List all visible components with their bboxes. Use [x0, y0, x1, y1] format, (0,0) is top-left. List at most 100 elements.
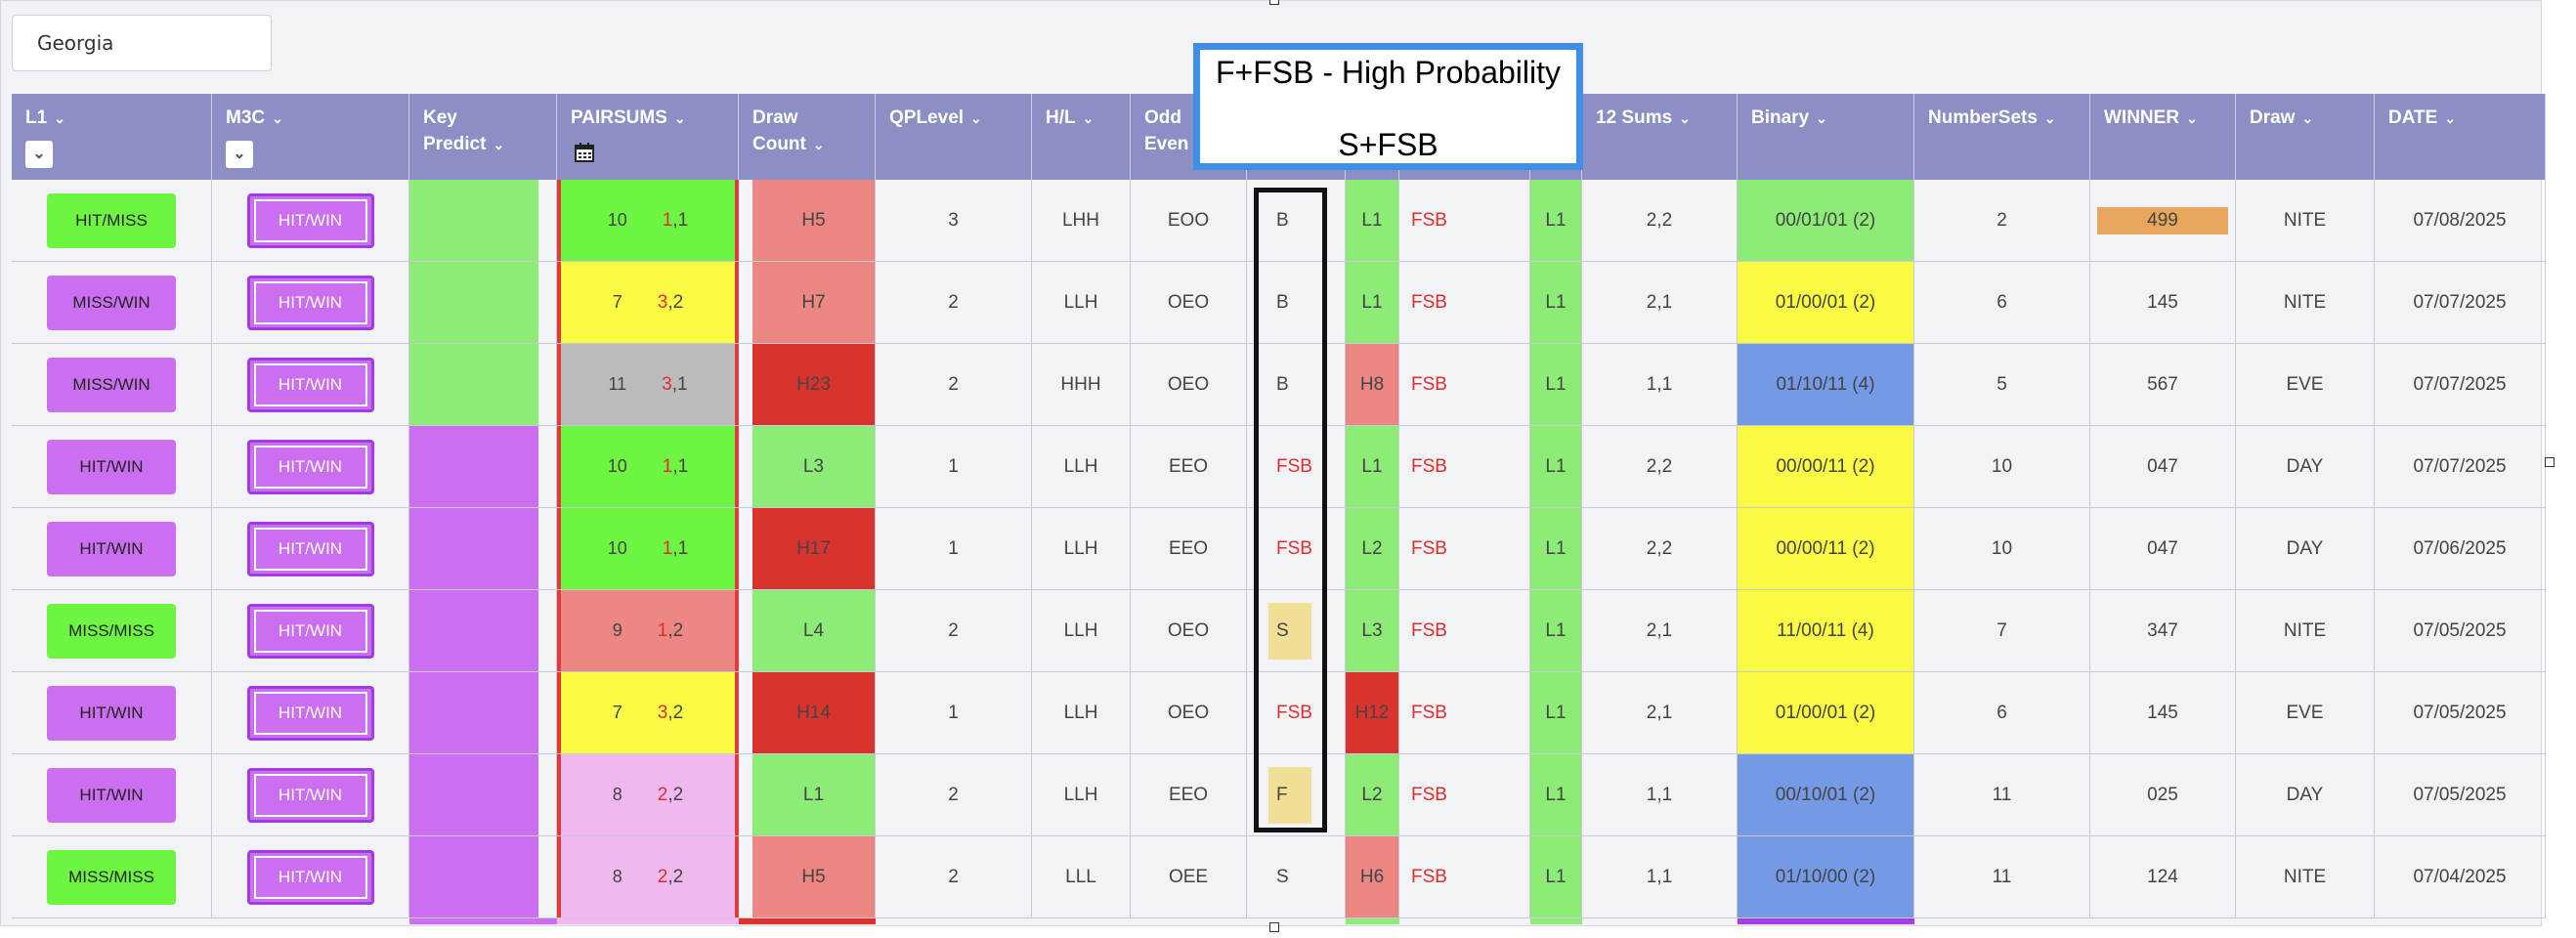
l1-cell: HIT/WIN [12, 672, 212, 753]
filter-toggle-icon[interactable]: ⌄ [25, 141, 53, 168]
qplevel-value: 2 [948, 866, 959, 887]
column-header-label: NumberSets [1928, 107, 2038, 128]
m3c-status-button[interactable]: HIT/WIN [246, 275, 374, 330]
column-header-sublabel: Count [752, 134, 806, 154]
draw-cell: EVE [2236, 672, 2375, 753]
column-header-draw[interactable]: Draw ⌄ [2236, 94, 2375, 180]
m3c-status-button[interactable]: HIT/WIN [246, 439, 374, 494]
filter-toggle-icon[interactable]: ⌄ [226, 141, 253, 168]
winner-value: 567 [2147, 373, 2178, 395]
date-cell: 07/08/2025 [2375, 180, 2546, 261]
m3c-status-button[interactable]: HIT/WIN [246, 192, 374, 248]
m3c-status-button[interactable]: HIT/WIN [246, 521, 374, 576]
m3c-status-button[interactable]: HIT/WIN [246, 849, 374, 905]
hl-cell: LLH [1032, 590, 1131, 671]
column-header-sums12[interactable]: 12 Sums ⌄ [1582, 94, 1738, 180]
chevron-down-icon[interactable]: ⌄ [2444, 110, 2457, 126]
pairsum-b: 2 [672, 702, 684, 723]
winner-cell: 025 [2090, 754, 2236, 835]
draw-value: DAY [2286, 784, 2324, 805]
level2-value: L1 [1530, 262, 1581, 343]
resize-handle-top[interactable] [1269, 0, 1279, 5]
date-cell: 07/05/2025 [2375, 590, 2546, 671]
column-header-numbersets[interactable]: NumberSets ⌄ [1914, 94, 2090, 180]
key-predict-cell [409, 836, 557, 917]
numbersets-value: 7 [1996, 619, 2007, 641]
odd-even-value: OEO [1167, 619, 1210, 641]
chevron-down-icon[interactable]: ⌄ [54, 110, 65, 126]
pattern-cell: S [1247, 836, 1346, 917]
qplevel-cell: 1 [876, 426, 1032, 507]
m3c-status-label: HIT/WIN [253, 609, 367, 653]
hl-value: HHH [1060, 373, 1101, 395]
pairsum-value: 7 [612, 703, 623, 722]
sums12-value: 2,2 [1646, 209, 1673, 231]
key-predict-cell [409, 508, 557, 589]
l1-status-button[interactable]: MISS/WIN [47, 357, 176, 412]
column-header-m3c[interactable]: M3C ⌄ ⌄ [212, 94, 409, 180]
key-predict-indicator [409, 344, 538, 425]
l1-status-button[interactable]: HIT/WIN [47, 439, 176, 494]
level2-value: L1 [1530, 508, 1581, 589]
l1-status-button[interactable]: MISS/MISS [47, 849, 176, 905]
level2-value: L1 [1530, 344, 1581, 425]
resize-handle-right[interactable] [2545, 457, 2555, 467]
column-header-l1[interactable]: L1 ⌄ ⌄ [12, 94, 212, 180]
chevron-down-icon[interactable]: ⌄ [272, 110, 283, 126]
hl-cell: LLH [1032, 262, 1131, 343]
column-header-hl[interactable]: H/L ⌄ [1032, 94, 1131, 180]
draw-value: NITE [2283, 291, 2327, 313]
level2-value: L1 [1530, 180, 1581, 261]
chevron-down-icon[interactable]: ⌄ [2186, 110, 2198, 126]
l1-status-button[interactable]: HIT/WIN [47, 521, 176, 576]
sums12-value: 1,1 [1646, 373, 1673, 395]
table-row-partial [12, 918, 2546, 924]
key-predict-indicator [409, 672, 538, 753]
chevron-down-icon[interactable]: ⌄ [673, 110, 686, 126]
level2-value: L1 [1530, 836, 1581, 917]
l1-status-button[interactable]: MISS/MISS [47, 603, 176, 659]
hl-cell: LLH [1032, 672, 1131, 753]
sums12-cell: 2,2 [1582, 508, 1738, 589]
sums12-value: 2,2 [1646, 455, 1673, 477]
column-header-qplevel[interactable]: QPLevel ⌄ [876, 94, 1032, 180]
state-selector[interactable]: Georgia [12, 15, 272, 71]
column-header-binary[interactable]: Binary ⌄ [1738, 94, 1914, 180]
pattern-cell: B [1247, 180, 1346, 261]
resize-handle-bottom[interactable] [1269, 922, 1279, 932]
draw-count-value: H23 [752, 344, 875, 425]
column-header-winner[interactable]: WINNER ⌄ [2090, 94, 2236, 180]
column-header-key_predict[interactable]: Key Predict ⌄ [409, 94, 557, 180]
fsb-cell: FSB [1399, 672, 1530, 753]
m3c-status-button[interactable]: HIT/WIN [246, 603, 374, 659]
l1-status-button[interactable]: MISS/WIN [47, 275, 176, 330]
draw-count-value: H14 [752, 672, 875, 753]
chevron-down-icon[interactable]: ⌄ [493, 137, 505, 152]
key-predict-cell [409, 672, 557, 753]
pairsum-b: 1 [677, 209, 689, 231]
pairsum-value: 8 [612, 785, 623, 804]
column-header-pairsums[interactable]: PAIRSUMS ⌄ [557, 94, 739, 180]
draw-value: DAY [2286, 537, 2324, 559]
pairsum-value: 8 [612, 867, 623, 886]
sums12-cell: 2,1 [1582, 590, 1738, 671]
calendar-icon[interactable] [571, 141, 598, 168]
numbersets-cell: 11 [1914, 836, 2090, 917]
chevron-down-icon[interactable]: ⌄ [2043, 110, 2056, 126]
m3c-status-button[interactable]: HIT/WIN [246, 357, 374, 412]
chevron-down-icon[interactable]: ⌄ [2301, 110, 2314, 126]
m3c-status-button[interactable]: HIT/WIN [246, 685, 374, 741]
column-header-draw_count[interactable]: Draw Count ⌄ [739, 94, 876, 180]
chevron-down-icon[interactable]: ⌄ [812, 137, 825, 152]
column-header-date[interactable]: DATE ⌄ [2375, 94, 2546, 180]
chevron-down-icon[interactable]: ⌄ [1082, 110, 1095, 126]
chevron-down-icon[interactable]: ⌄ [1679, 110, 1691, 126]
m3c-status-button[interactable]: HIT/WIN [246, 767, 374, 823]
l1-status-button[interactable]: HIT/WIN [47, 767, 176, 823]
chevron-down-icon[interactable]: ⌄ [1816, 110, 1827, 126]
odd-even-value: OEO [1167, 702, 1210, 723]
chevron-down-icon[interactable]: ⌄ [970, 110, 982, 126]
l1-status-button[interactable]: HIT/MISS [47, 192, 176, 248]
l1-status-button[interactable]: HIT/WIN [47, 685, 176, 741]
level-value: H12 [1354, 702, 1390, 723]
